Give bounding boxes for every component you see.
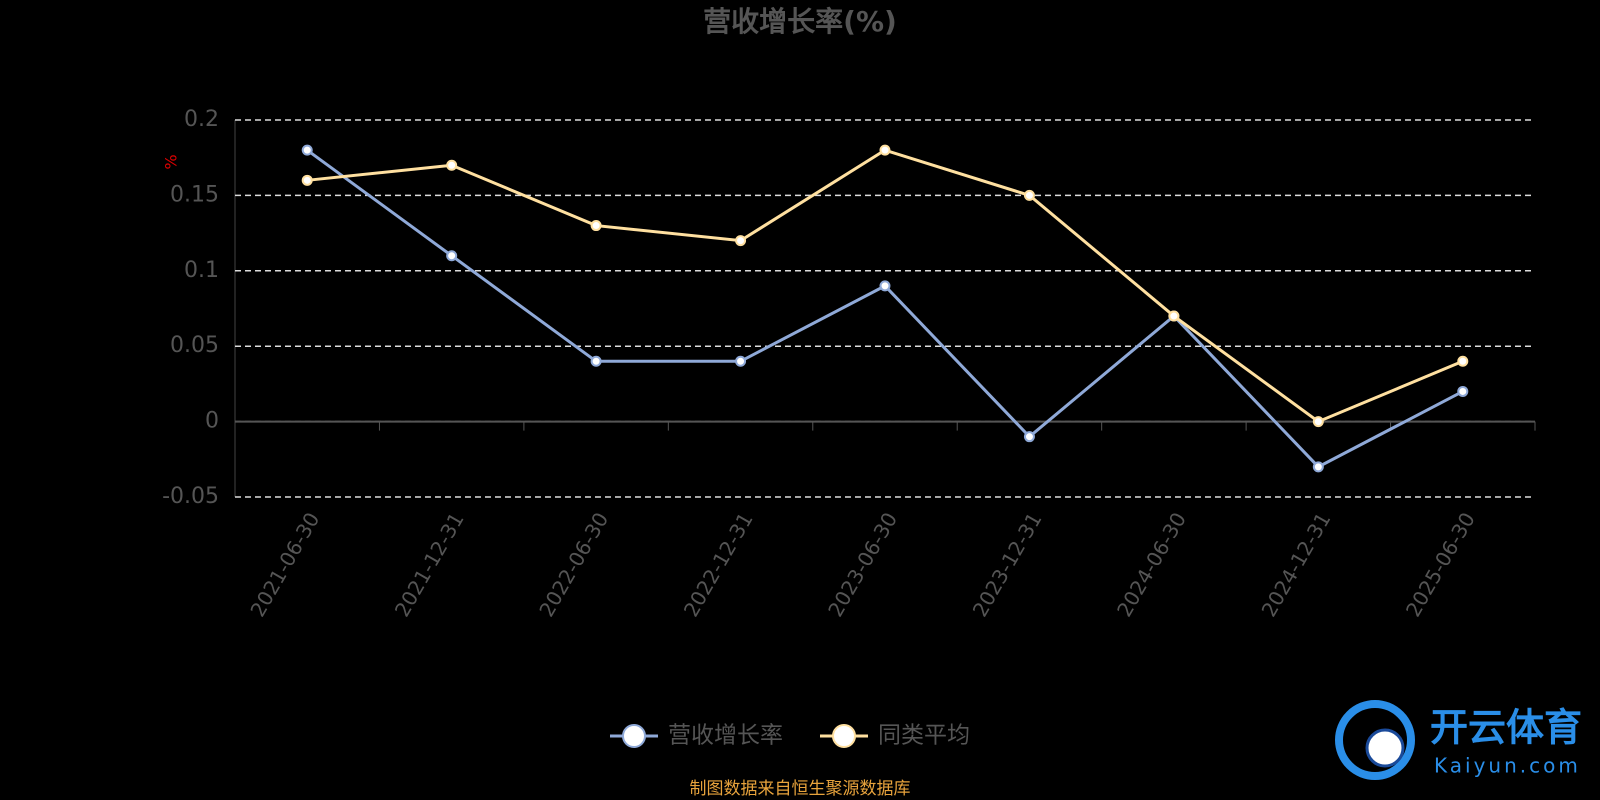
data-point [735, 355, 747, 367]
y-tick-label: 0.1 [184, 258, 219, 283]
source-note: 制图数据来自恒生聚源数据库 [690, 779, 911, 799]
legend-item: 营收增长率 [610, 723, 783, 749]
data-point [446, 159, 458, 171]
data-point [301, 174, 313, 186]
legend-label: 同类平均 [878, 723, 970, 749]
legend-marker [832, 724, 856, 748]
watermark-site: Kaiyun.com [1434, 754, 1581, 778]
y-tick-label: 0.05 [170, 333, 219, 358]
legend-label: 营收增长率 [668, 723, 783, 749]
y-tick-label: 0.2 [184, 107, 219, 132]
data-point [1023, 189, 1035, 201]
legend-marker [622, 724, 646, 748]
data-point [301, 144, 313, 156]
data-point [879, 280, 891, 292]
data-point [1312, 461, 1324, 473]
data-point [446, 250, 458, 262]
data-point [1168, 310, 1180, 322]
y-tick-label: -0.05 [162, 484, 219, 509]
data-point [1312, 416, 1324, 428]
data-point [879, 144, 891, 156]
data-point [590, 220, 602, 232]
chart-title: 营收增长率(%) [703, 5, 897, 38]
y-tick-label: 0.15 [170, 182, 219, 207]
legend-item: 同类平均 [820, 723, 970, 749]
data-point [590, 355, 602, 367]
data-point [1457, 355, 1469, 367]
data-point [1457, 385, 1469, 397]
data-point [1023, 431, 1035, 443]
y-tick-label: 0 [205, 409, 219, 434]
logo-ring [1335, 700, 1415, 780]
watermark-brand: 开云体育 [1430, 706, 1582, 750]
data-point [735, 235, 747, 247]
y-axis-label: % [162, 154, 181, 169]
watermark: 开云体育 Kaiyun.com [1335, 700, 1582, 780]
logo-ball [1365, 728, 1405, 768]
